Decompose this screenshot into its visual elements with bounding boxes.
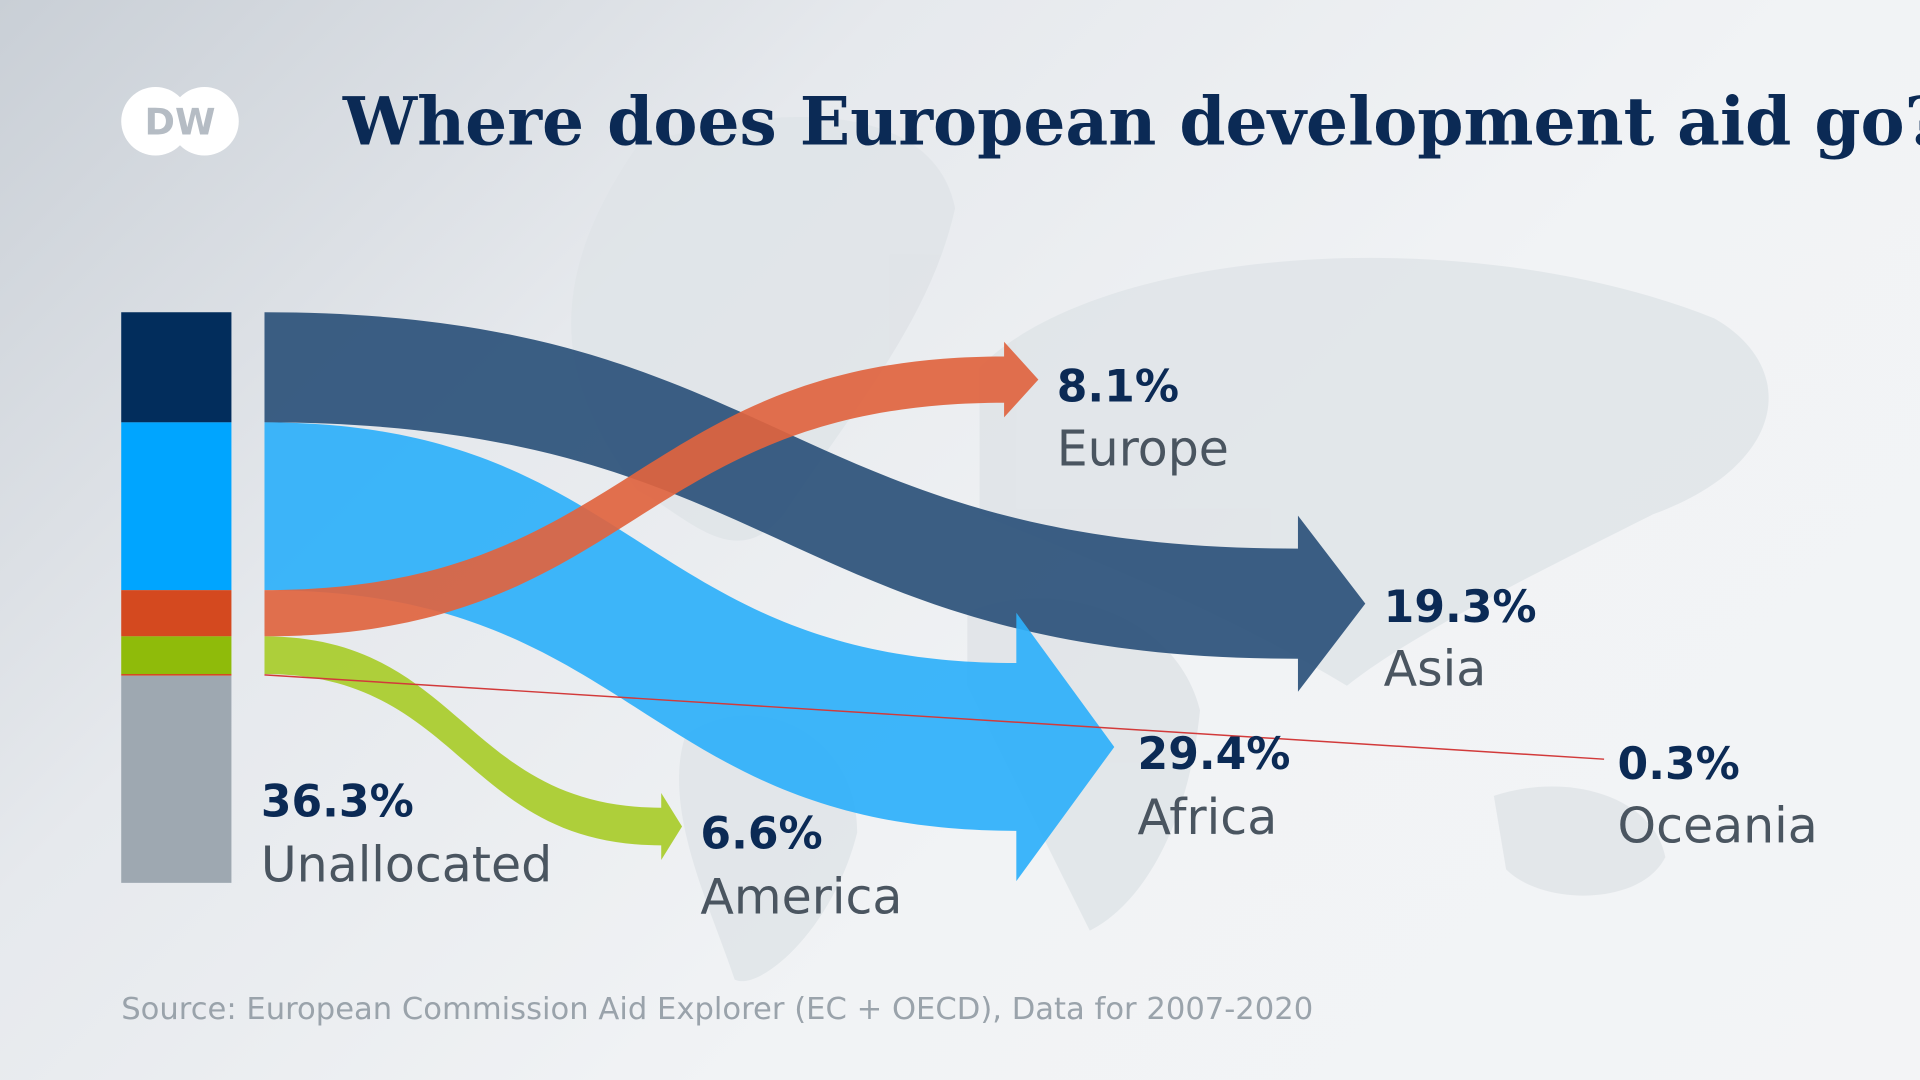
data-label-unallocated: Unallocated (261, 837, 552, 894)
flow-america (264, 636, 683, 861)
chart-title: Where does European development aid go? (342, 82, 1920, 160)
flow-oceania (264, 674, 1605, 760)
label-oceania: 0.3% Oceania (1618, 739, 1818, 855)
dw-logo: DW (121, 86, 239, 156)
flow-europe (264, 341, 1039, 637)
label-europe: 8.1% Europe (1057, 362, 1229, 478)
label-africa: 29.4% Africa (1138, 729, 1291, 846)
data-label-asia: Asia (1384, 641, 1487, 698)
bar-segment-africa (121, 422, 232, 591)
label-asia: 19.3% Asia (1384, 582, 1537, 698)
data-label-america: America (700, 868, 902, 925)
label-america: 6.6% America (700, 809, 902, 926)
label-unallocated: 36.3% Unallocated (261, 777, 552, 894)
data-label-oceania-pct: 0.3% (1618, 739, 1740, 790)
data-label-africa-pct: 29.4% (1138, 729, 1291, 780)
data-label-america-pct: 6.6% (700, 809, 822, 860)
data-label-africa: Africa (1138, 789, 1278, 846)
bar-segment-america (121, 636, 232, 675)
data-label-oceania: Oceania (1618, 797, 1818, 854)
data-label-europe: Europe (1057, 420, 1229, 477)
bar-segment-oceania (121, 674, 232, 676)
logo-text: DW (145, 101, 216, 144)
flow-africa (264, 422, 1115, 882)
flows (264, 312, 1605, 882)
stacked-bar (121, 312, 232, 883)
data-label-unallocated-pct: 36.3% (261, 777, 414, 828)
source-note: Source: European Commission Aid Explorer… (121, 992, 1313, 1027)
bar-segment-europe (121, 590, 232, 637)
bar-segment-unallocated (121, 675, 232, 883)
bar-segment-asia (121, 312, 232, 423)
data-label-europe-pct: 8.1% (1057, 362, 1179, 413)
flow-asia (264, 312, 1366, 692)
data-label-asia-pct: 19.3% (1384, 582, 1537, 633)
